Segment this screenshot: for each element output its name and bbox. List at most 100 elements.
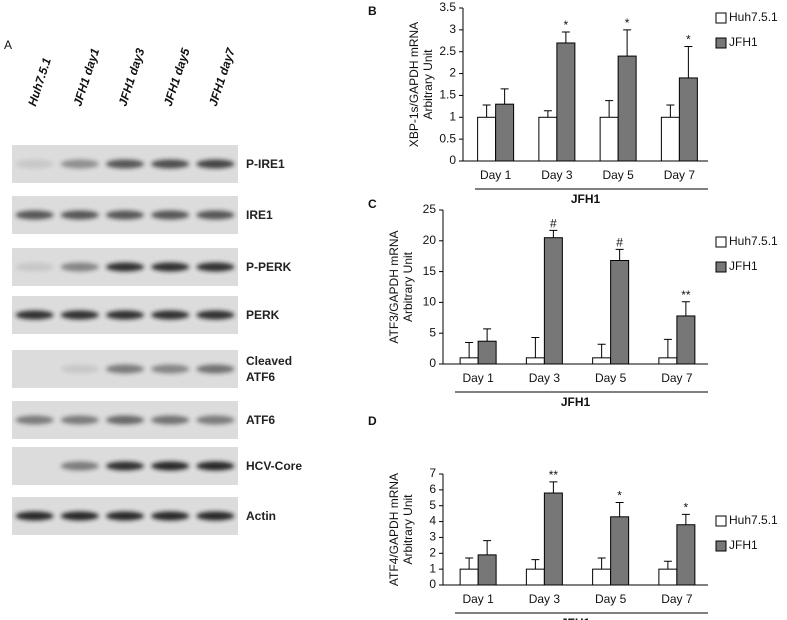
- error-bar: [483, 540, 492, 555]
- blot-band: [60, 461, 99, 471]
- legend-swatch: [715, 540, 727, 552]
- x-tick-label: Day 5: [595, 592, 627, 606]
- blot-band: [60, 415, 99, 425]
- y-axis-label: ATF3/GAPDH mRNA: [387, 230, 401, 343]
- error-bar: [597, 557, 606, 570]
- legend-swatch: [715, 37, 727, 49]
- bar: [592, 568, 612, 586]
- lane-label: JFH1 day3: [116, 46, 148, 108]
- y-tick-label: 25: [423, 202, 437, 216]
- y-tick-label: 2: [449, 66, 456, 80]
- blot-band: [196, 159, 235, 169]
- x-axis-label: JFH1: [561, 395, 591, 409]
- blot-row-label: P-IRE1: [246, 157, 285, 171]
- blot-band: [196, 310, 235, 320]
- annotation: *: [684, 501, 689, 515]
- bar: [678, 77, 698, 162]
- blot-row-label: Actin: [246, 509, 276, 523]
- error-bar: [482, 104, 491, 118]
- y-tick-label: 0.5: [439, 131, 456, 145]
- y-axis-label: Arbitrary Unit: [421, 49, 435, 120]
- bar: [617, 55, 637, 162]
- annotation: *: [686, 33, 691, 47]
- blot-band: [60, 310, 99, 320]
- error-bar: [543, 110, 552, 118]
- error-bar: [483, 328, 492, 342]
- bar: [543, 492, 563, 586]
- error-bar: [681, 513, 690, 525]
- error-bar: [465, 557, 474, 570]
- blot-band: [106, 210, 144, 220]
- x-tick-label: Day 1: [462, 371, 494, 385]
- bar: [658, 357, 678, 365]
- error-bar: [615, 248, 624, 261]
- y-tick-label: 1.5: [439, 88, 456, 102]
- blot-band: [15, 511, 54, 521]
- x-axis-label: JFH1: [571, 192, 601, 206]
- blot-band: [15, 210, 54, 220]
- blot-band: [60, 210, 99, 220]
- bar: [459, 357, 479, 365]
- blot-band: [106, 415, 144, 425]
- bar: [543, 237, 563, 365]
- blot-band: [15, 262, 54, 272]
- error-bar: [623, 29, 632, 57]
- lane-label: JFH1 day7: [206, 45, 238, 108]
- error-bar: [561, 31, 570, 43]
- error-bar: [500, 88, 509, 105]
- legend-swatch: [715, 12, 727, 24]
- blot-band: [151, 310, 190, 320]
- blot-band: [106, 511, 144, 521]
- y-tick-label: 6: [429, 482, 436, 496]
- error-bar: [549, 229, 558, 238]
- x-tick-label: Day 5: [602, 168, 634, 182]
- error-bar: [663, 560, 672, 570]
- blot-row-label: P-PERK: [246, 260, 292, 274]
- error-bar: [663, 338, 672, 358]
- blot-row-label: PERK: [246, 308, 280, 322]
- blot-band: [151, 262, 190, 272]
- blot-band: [151, 511, 190, 521]
- blot-band: [106, 262, 144, 272]
- blot-band: [196, 262, 235, 272]
- x-tick-label: Day 3: [541, 168, 573, 182]
- bar: [525, 357, 545, 365]
- bar: [610, 260, 630, 365]
- y-tick-label: 15: [423, 264, 437, 278]
- y-tick-label: 0: [429, 577, 436, 591]
- bar: [477, 554, 497, 586]
- error-bar: [465, 341, 474, 358]
- error-bar: [666, 104, 675, 118]
- y-tick-label: 20: [423, 233, 437, 247]
- annotation: #: [550, 216, 557, 230]
- bar: [658, 568, 678, 586]
- blot-band: [151, 364, 190, 374]
- y-tick-label: 0: [429, 356, 436, 370]
- blot-band: [151, 210, 190, 220]
- error-bar: [549, 481, 558, 494]
- error-bar: [681, 301, 690, 316]
- annotation: **: [549, 468, 559, 482]
- blot-band: [196, 415, 235, 425]
- annotation: *: [625, 16, 630, 30]
- annotation: #: [616, 236, 623, 250]
- bar: [592, 357, 612, 365]
- legend-swatch: [715, 236, 727, 248]
- legend-label: JFH1: [729, 259, 758, 273]
- blot-band: [196, 364, 235, 374]
- bar: [477, 116, 497, 162]
- legend-swatch: [715, 515, 727, 527]
- blot-band: [106, 310, 144, 320]
- bar: [538, 116, 558, 162]
- blot-band: [151, 415, 190, 425]
- blot-band: [106, 364, 144, 374]
- error-bar: [684, 45, 693, 78]
- blot-band: [151, 461, 190, 471]
- legend-label: Huh7.5.1: [729, 10, 778, 24]
- x-tick-label: Day 3: [529, 592, 561, 606]
- blot-band: [196, 511, 235, 521]
- x-tick-label: Day 7: [664, 168, 696, 182]
- y-tick-label: 7: [429, 466, 436, 480]
- annotation: *: [617, 489, 622, 503]
- blot-band: [106, 159, 144, 169]
